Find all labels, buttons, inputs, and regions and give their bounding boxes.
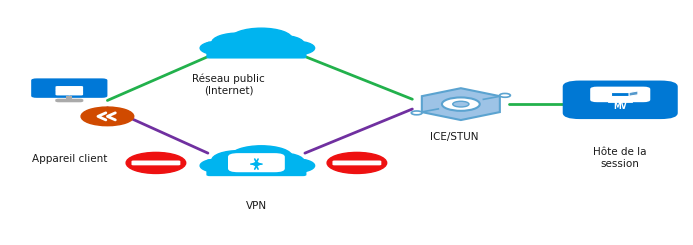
Circle shape (276, 159, 315, 172)
Polygon shape (629, 91, 638, 96)
Circle shape (500, 93, 510, 97)
Text: ICE/STUN: ICE/STUN (430, 132, 478, 142)
Text: VPN: VPN (246, 201, 267, 211)
FancyBboxPatch shape (55, 99, 83, 102)
Text: Hôte de la
session: Hôte de la session (593, 147, 647, 169)
Text: MV: MV (613, 102, 627, 111)
Polygon shape (422, 88, 500, 120)
Circle shape (200, 41, 239, 55)
FancyBboxPatch shape (333, 160, 381, 165)
FancyBboxPatch shape (31, 78, 107, 98)
Circle shape (200, 159, 239, 172)
Polygon shape (611, 93, 629, 96)
Polygon shape (611, 91, 638, 93)
Text: Réseau public
(Internet): Réseau public (Internet) (193, 74, 265, 96)
Text: Appareil client: Appareil client (32, 154, 107, 164)
FancyBboxPatch shape (67, 96, 72, 100)
FancyBboxPatch shape (207, 42, 306, 59)
Circle shape (327, 152, 387, 173)
FancyBboxPatch shape (132, 160, 180, 165)
FancyBboxPatch shape (55, 90, 71, 96)
FancyBboxPatch shape (55, 86, 71, 91)
FancyBboxPatch shape (228, 153, 285, 172)
Circle shape (257, 35, 304, 52)
Circle shape (442, 98, 480, 111)
Circle shape (81, 107, 134, 126)
Circle shape (276, 41, 315, 55)
Circle shape (126, 152, 186, 173)
Circle shape (230, 28, 292, 50)
FancyBboxPatch shape (68, 86, 83, 91)
Circle shape (212, 33, 266, 52)
Circle shape (453, 101, 469, 107)
FancyBboxPatch shape (207, 159, 306, 176)
Circle shape (230, 146, 292, 168)
FancyBboxPatch shape (68, 90, 83, 96)
Circle shape (212, 151, 266, 170)
Circle shape (412, 111, 422, 115)
FancyBboxPatch shape (590, 87, 650, 102)
Circle shape (257, 153, 304, 170)
FancyBboxPatch shape (563, 81, 678, 119)
